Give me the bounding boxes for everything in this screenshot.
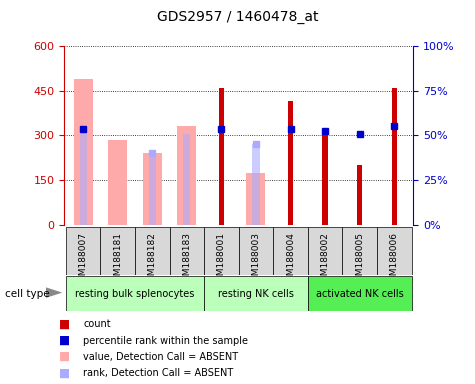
Text: GSM188006: GSM188006: [390, 232, 399, 287]
Text: GSM188007: GSM188007: [79, 232, 87, 287]
FancyBboxPatch shape: [238, 227, 273, 275]
Bar: [252, 144, 259, 225]
FancyBboxPatch shape: [135, 227, 170, 275]
Text: activated NK cells: activated NK cells: [316, 289, 404, 299]
Bar: [74, 79, 93, 225]
Bar: [391, 88, 397, 225]
FancyBboxPatch shape: [273, 227, 308, 275]
Text: GSM188002: GSM188002: [321, 232, 330, 287]
FancyBboxPatch shape: [66, 227, 100, 275]
Bar: [219, 88, 224, 225]
FancyBboxPatch shape: [204, 276, 308, 311]
Text: GSM188005: GSM188005: [355, 232, 364, 287]
Text: count: count: [83, 319, 111, 329]
Text: resting bulk splenocytes: resting bulk splenocytes: [76, 289, 195, 299]
Polygon shape: [46, 287, 62, 298]
Text: rank, Detection Call = ABSENT: rank, Detection Call = ABSENT: [83, 368, 233, 378]
FancyBboxPatch shape: [377, 227, 411, 275]
Bar: [323, 134, 328, 225]
Text: ■: ■: [58, 318, 70, 331]
FancyBboxPatch shape: [342, 227, 377, 275]
Bar: [79, 129, 87, 225]
FancyBboxPatch shape: [66, 276, 204, 311]
Bar: [149, 153, 156, 225]
Text: cell type: cell type: [5, 289, 49, 299]
Text: GSM188004: GSM188004: [286, 232, 295, 287]
Bar: [288, 101, 293, 225]
Text: value, Detection Call = ABSENT: value, Detection Call = ABSENT: [83, 352, 238, 362]
FancyBboxPatch shape: [308, 276, 411, 311]
FancyBboxPatch shape: [100, 227, 135, 275]
Text: GSM188181: GSM188181: [113, 232, 122, 287]
FancyBboxPatch shape: [170, 227, 204, 275]
Text: GSM188003: GSM188003: [251, 232, 260, 287]
Bar: [183, 134, 190, 225]
Text: GSM188001: GSM188001: [217, 232, 226, 287]
FancyBboxPatch shape: [204, 227, 238, 275]
Text: percentile rank within the sample: percentile rank within the sample: [83, 336, 248, 346]
Bar: [108, 140, 127, 225]
Text: GSM188183: GSM188183: [182, 232, 191, 287]
FancyBboxPatch shape: [308, 227, 342, 275]
Text: GDS2957 / 1460478_at: GDS2957 / 1460478_at: [157, 10, 318, 24]
Bar: [357, 165, 362, 225]
Text: resting NK cells: resting NK cells: [218, 289, 294, 299]
Text: ■: ■: [58, 350, 70, 363]
Text: GSM188182: GSM188182: [148, 232, 157, 287]
Bar: [177, 126, 196, 225]
Bar: [143, 153, 162, 225]
Bar: [247, 172, 266, 225]
Text: ■: ■: [58, 366, 70, 379]
Text: ■: ■: [58, 334, 70, 347]
